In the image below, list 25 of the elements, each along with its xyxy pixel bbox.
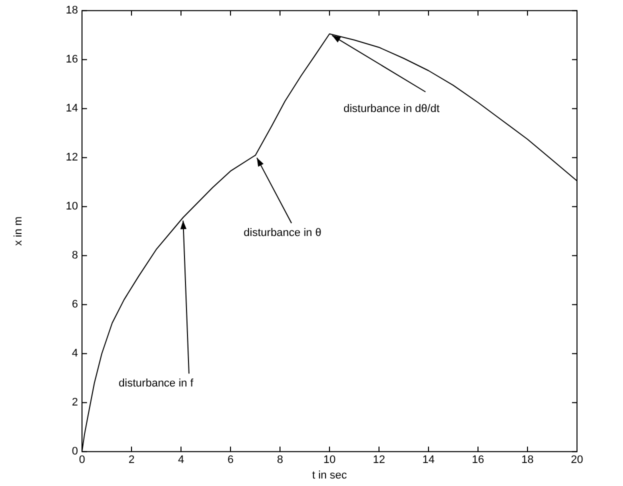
x-axis-title: t in sec: [312, 469, 348, 482]
y-tick-label: 10: [66, 200, 78, 213]
x-tick-label: 6: [227, 454, 234, 466]
y-axis-title: x in m: [12, 216, 25, 246]
y-tick-label: 14: [66, 102, 78, 115]
y-tick-label: 6: [72, 298, 78, 311]
annotation: disturbance in θ: [244, 227, 322, 240]
y-tick-label: 0: [72, 446, 78, 458]
y-tick-label: 16: [66, 54, 78, 66]
x-tick-label: 4: [178, 454, 184, 466]
x-tick-label: 2: [128, 454, 135, 466]
x-tick-label: 16: [472, 454, 484, 466]
y-tick-label: 2: [72, 396, 78, 409]
annotation: disturbance in dθ/dt: [343, 102, 440, 115]
y-tick-label: 12: [66, 152, 78, 164]
x-tick-label: 20: [570, 454, 584, 466]
y-tick-label: 18: [66, 4, 78, 17]
x-tick-label: 14: [422, 454, 435, 466]
y-tick-label: 4: [72, 348, 78, 360]
x-tick-label: 8: [276, 454, 284, 466]
x-tick-label: 10: [323, 454, 336, 466]
x-tick-label: 12: [372, 454, 386, 466]
x-tick-label: 18: [521, 454, 534, 466]
y-tick-label: 8: [72, 250, 78, 262]
annotation: disturbance in f: [118, 378, 194, 390]
